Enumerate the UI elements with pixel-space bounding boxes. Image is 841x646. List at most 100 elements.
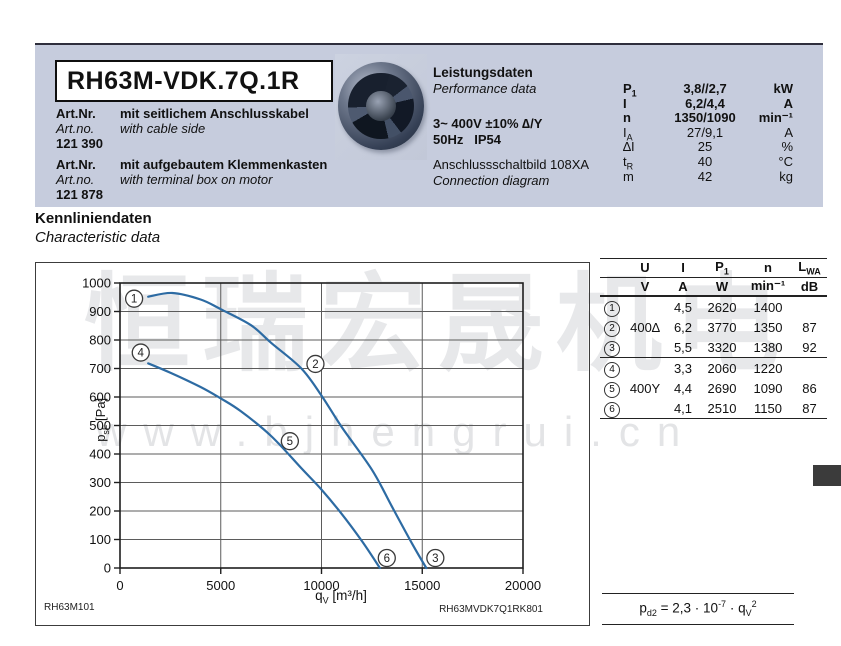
param-symbol: I bbox=[623, 95, 627, 111]
table-cell-lwa: 92 bbox=[802, 339, 817, 355]
table-header-sub: 1 bbox=[723, 266, 729, 277]
circled-number: 2 bbox=[604, 321, 620, 338]
table-cell-u bbox=[624, 296, 666, 317]
formula-mid-sub: V bbox=[745, 608, 752, 619]
table-header-cell bbox=[600, 259, 624, 278]
table-cell-p1: 2060 bbox=[707, 360, 737, 376]
param-symbol: ∆I bbox=[623, 139, 635, 155]
param-row: m 42 kg bbox=[623, 169, 793, 184]
x-axis-symbol: q bbox=[315, 588, 323, 603]
y-axis-label: psF [Pa] bbox=[93, 368, 111, 472]
param-value: 27/9,1 bbox=[686, 124, 724, 140]
y-tick-label: 600 bbox=[89, 390, 111, 405]
y-tick-label: 400 bbox=[89, 447, 111, 462]
formula-mid: · q bbox=[726, 600, 746, 616]
x-tick-label: 15000 bbox=[404, 578, 440, 593]
y-tick-label: 800 bbox=[89, 333, 111, 348]
chart-footnote-left: RH63M101 bbox=[44, 602, 95, 613]
param-value: 40 bbox=[697, 153, 713, 169]
param-symbol: n bbox=[623, 110, 631, 126]
formula-symbol: p bbox=[639, 600, 647, 616]
header-panel: RH63M-VDK.7Q.1R Art.Nr. mit seitlichem A… bbox=[35, 43, 823, 207]
table-cell-u bbox=[624, 337, 666, 358]
connection-diagram-en: Connection diagram bbox=[433, 173, 550, 188]
performance-title-de: Leistungsdaten bbox=[433, 65, 533, 80]
section-title-de: Kennliniendaten bbox=[35, 210, 152, 227]
param-unit: kW bbox=[773, 81, 794, 96]
article-block-terminal-box: Art.Nr. mit aufgebautem Klemmenkasten Ar… bbox=[56, 157, 327, 203]
y-tick-label: 100 bbox=[89, 532, 111, 547]
y-axis-symbol: p bbox=[93, 434, 109, 442]
fan-product-photo bbox=[335, 54, 427, 160]
frequency: 50Hz bbox=[433, 132, 464, 147]
circled-number: 3 bbox=[604, 341, 620, 358]
model-title: RH63M-VDK.7Q.1R bbox=[55, 60, 333, 102]
param-value: 42 bbox=[697, 168, 713, 184]
table-row: 5 400Y 4,4 2690 1090 86 bbox=[600, 378, 827, 399]
formula-power: 2 bbox=[751, 599, 757, 609]
param-row: n 1350/1090 min⁻¹ bbox=[623, 110, 793, 125]
art-number: 121 878 bbox=[56, 187, 103, 202]
y-axis-unit: [Pa] bbox=[93, 397, 109, 425]
chart-footnote-right: RH63MVDK7Q1RK801 bbox=[439, 604, 543, 615]
curve-marker-circle bbox=[280, 432, 300, 451]
param-unit: A bbox=[784, 124, 793, 140]
table-unit-cell bbox=[600, 277, 624, 296]
x-axis-sub: V bbox=[322, 595, 329, 606]
y-tick-label: 500 bbox=[89, 418, 111, 433]
watermark-cn: 恒瑞宏晟机电 bbox=[84, 266, 792, 384]
voltage-spec: 3~ 400V ±10% ∆/Y bbox=[433, 116, 543, 131]
y-tick-label: 1000 bbox=[82, 276, 111, 291]
table-cell-i: 4,5 bbox=[673, 299, 693, 315]
param-value: 6,2/4,4 bbox=[685, 95, 725, 111]
table-header-cell: LWA bbox=[798, 259, 821, 277]
y-tick-label: 300 bbox=[89, 475, 111, 490]
param-symbol-sub: R bbox=[626, 161, 634, 172]
formula-eq: = 2,3 · 10 bbox=[656, 600, 719, 616]
curve-marker-circle bbox=[377, 548, 396, 568]
param-value: 25 bbox=[697, 139, 713, 155]
curve-marker-number: 2 bbox=[312, 359, 318, 371]
art-desc-en: with terminal box on motor bbox=[120, 171, 273, 187]
param-symbol: m bbox=[623, 168, 634, 184]
table-cell-i: 6,2 bbox=[673, 319, 693, 335]
ip-rating: IP54 bbox=[474, 132, 501, 147]
param-symbol-sub: A bbox=[626, 132, 633, 143]
dynamic-pressure-formula: pd2 = 2,3 · 10-7 · qV2 bbox=[602, 593, 794, 626]
curve-marker-circle bbox=[131, 343, 150, 362]
table-cell-lwa: 86 bbox=[802, 380, 817, 396]
table-cell-n: 1090 bbox=[753, 380, 783, 396]
curve-marker-circle bbox=[426, 548, 445, 568]
fan-hub bbox=[366, 91, 396, 121]
table-unit-cell: W bbox=[715, 278, 729, 294]
param-row: P1 3,8//2,7 kW bbox=[623, 81, 794, 99]
table-cell-p1: 3770 bbox=[707, 319, 737, 335]
table-row: 2 400∆ 6,2 3770 1350 87 bbox=[600, 317, 827, 338]
x-axis-label: qV [m³/h] bbox=[261, 588, 421, 606]
article-block-cable: Art.Nr. mit seitlichem Anschlusskabel Ar… bbox=[56, 106, 309, 152]
art-label-de: Art.Nr. bbox=[56, 157, 96, 172]
y-tick-label: 200 bbox=[89, 504, 111, 519]
curve-marker-number: 4 bbox=[138, 348, 145, 360]
plot-frame bbox=[119, 282, 524, 569]
x-axis-unit: [m³/h] bbox=[328, 588, 367, 603]
table-header-cell: P1 bbox=[715, 259, 729, 277]
param-symbol: IA bbox=[623, 124, 633, 143]
circled-number: 5 bbox=[604, 382, 620, 399]
table-unit-cell: min⁻¹ bbox=[750, 278, 786, 294]
circled-number: 6 bbox=[604, 402, 620, 419]
param-symbol: P1 bbox=[623, 81, 637, 99]
table-cell-lwa: 87 bbox=[802, 319, 817, 335]
table-row: 4 3,3 2060 1220 bbox=[600, 357, 827, 379]
row-number-cell: 1 bbox=[600, 296, 624, 318]
characteristic-curve-chart: 0 100 200 300 400 500 600 700 800 900 1000 0 5000 100… bbox=[35, 262, 590, 626]
table-cell-i: 4,4 bbox=[673, 380, 693, 396]
param-symbol: tR bbox=[623, 153, 634, 172]
param-unit: min⁻¹ bbox=[758, 110, 793, 126]
table-row: 3 5,5 3320 1380 92 bbox=[600, 337, 827, 358]
table-cell-n: 1380 bbox=[753, 339, 783, 355]
table-row: 1 4,5 2620 1400 bbox=[600, 296, 827, 318]
x-tick-label: 10000 bbox=[303, 578, 339, 593]
